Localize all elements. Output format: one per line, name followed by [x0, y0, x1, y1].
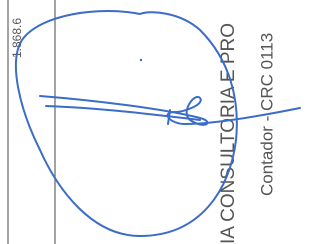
scan: 1.868.6 IA CONSULTORIA E PRO Contador - …: [0, 0, 302, 244]
page: {"text": {"amount": "1.868.6", "company"…: [0, 0, 302, 244]
signature-dot: [140, 59, 142, 61]
